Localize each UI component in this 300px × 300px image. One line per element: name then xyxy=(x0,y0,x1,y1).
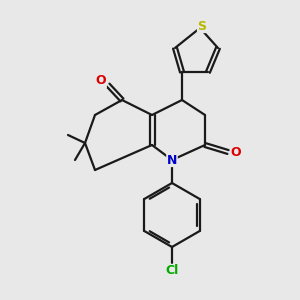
Text: S: S xyxy=(197,20,206,32)
Text: O: O xyxy=(231,146,241,158)
Text: O: O xyxy=(96,74,106,88)
Text: Cl: Cl xyxy=(165,265,178,278)
Text: N: N xyxy=(167,154,177,166)
